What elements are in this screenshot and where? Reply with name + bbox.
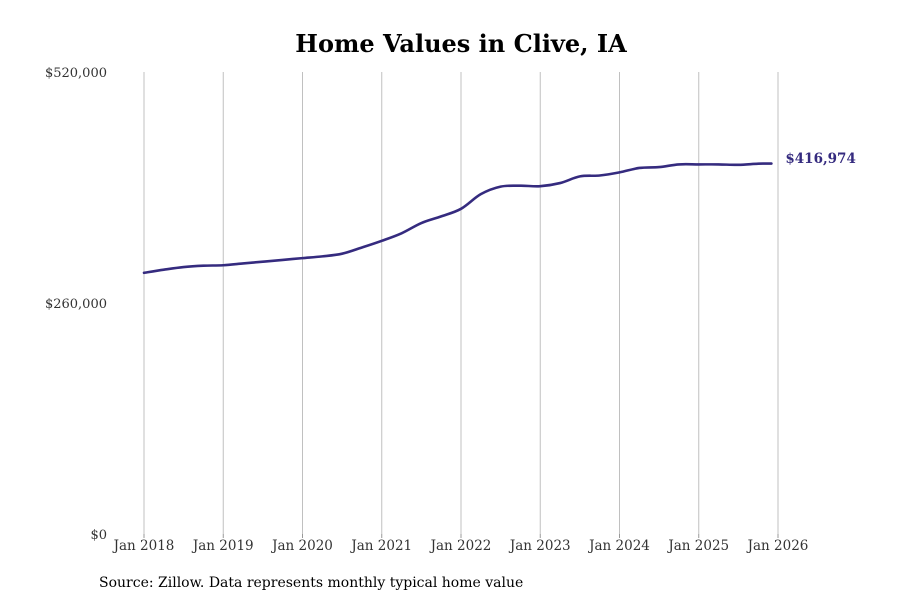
x-tick-label: Jan 2025 xyxy=(666,538,729,554)
chart-title: Home Values in Clive, IA xyxy=(295,29,627,58)
y-tick-label: $520,000 xyxy=(45,66,107,81)
series-layer xyxy=(142,162,773,275)
x-tick-label: Jan 2022 xyxy=(429,538,492,554)
y-tick-label: $260,000 xyxy=(45,297,107,312)
x-tick-label: Jan 2023 xyxy=(508,538,571,554)
x-tick-label: Jan 2024 xyxy=(587,538,650,554)
series-line xyxy=(142,162,773,275)
x-axis: Jan 2018 Jan 2019 Jan 2020 Jan 2021 Jan 2022… xyxy=(112,534,809,554)
source-note: Source: Zillow. Data represents monthly … xyxy=(99,575,523,591)
x-tick-label: Jan 2020 xyxy=(270,538,333,554)
end-value-label: $416,974 xyxy=(785,151,855,167)
x-tick-label: Jan 2026 xyxy=(746,538,809,554)
x-tick-label: Jan 2021 xyxy=(349,538,412,554)
y-axis: $0 $260,000 $520,000 xyxy=(45,66,107,543)
x-tick-label: Jan 2018 xyxy=(112,538,175,554)
y-tick-label: $0 xyxy=(90,528,107,543)
grid xyxy=(143,72,779,534)
x-tick-label: Jan 2019 xyxy=(191,538,254,554)
